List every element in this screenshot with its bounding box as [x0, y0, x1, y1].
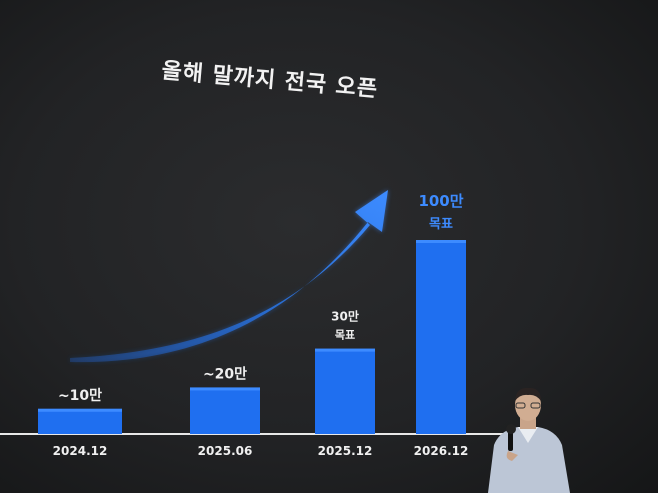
data-label-note: 목표 — [429, 217, 453, 232]
bar-top-highlight — [190, 387, 260, 391]
trend-arrow-shape — [70, 190, 388, 363]
bar-2026.12 — [416, 240, 466, 434]
bar-top-highlight — [38, 408, 122, 412]
trend-arrow — [70, 190, 388, 363]
presenter-figure — [488, 387, 570, 493]
x-tick-label: 2025.06 — [198, 444, 253, 458]
bar-2025.06 — [190, 387, 260, 434]
x-tick-label: 2025.12 — [318, 444, 373, 458]
data-label-note: 목표 — [335, 329, 355, 342]
bar-top-highlight — [416, 240, 466, 243]
data-label-value: ~20만 — [203, 366, 247, 382]
bar-2024.12 — [38, 408, 122, 434]
x-tick-label: 2024.12 — [53, 444, 108, 458]
data-label-value: 30만 — [331, 309, 359, 324]
bar-top-highlight — [315, 348, 375, 352]
data-label-value: 100만 — [418, 192, 463, 210]
data-label-value: ~10만 — [58, 388, 102, 404]
bar-2025.12 — [315, 348, 375, 434]
x-tick-label: 2026.12 — [414, 444, 469, 458]
